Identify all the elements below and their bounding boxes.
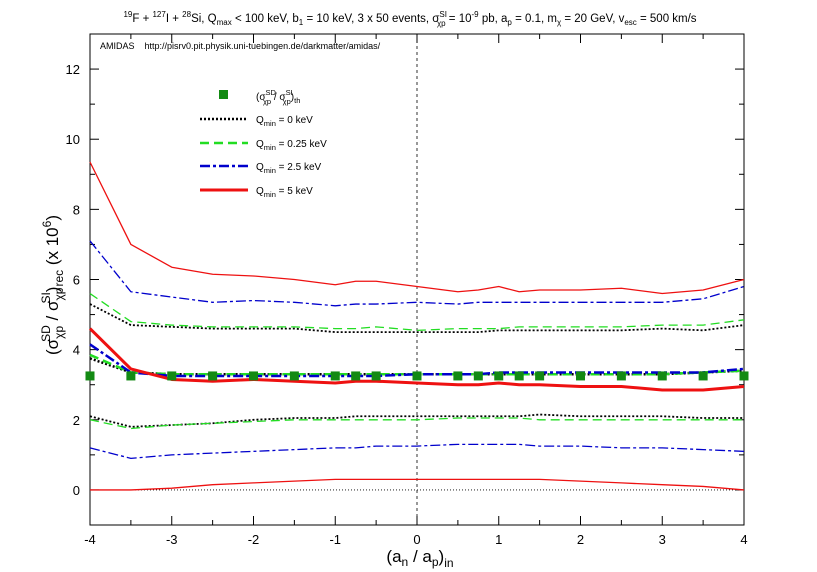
theory-point	[698, 371, 708, 381]
theory-point	[371, 371, 381, 381]
reference-lines	[90, 34, 744, 525]
x-tick-label: -3	[166, 532, 178, 547]
x-tick-label: 2	[577, 532, 584, 547]
x-tick-label: 3	[659, 532, 666, 547]
theory-point	[167, 371, 177, 381]
legend-label-qmin-5: Qmin = 5 keV	[256, 186, 313, 199]
theory-point	[208, 371, 218, 381]
y-tick-label: 0	[73, 483, 80, 498]
series-q25-central	[89, 343, 745, 378]
theory-point	[576, 371, 585, 381]
series-layer	[88, 161, 745, 491]
x-tick-label: -4	[84, 532, 96, 547]
amidas-annotation: AMIDAS http://pisrv0.pit.physik.uni-tueb…	[100, 41, 381, 51]
x-tick-label: -1	[329, 532, 341, 547]
theory-point	[330, 371, 340, 381]
series-q0-upper	[89, 303, 745, 334]
theory-point	[289, 371, 299, 381]
theory-point	[657, 371, 667, 381]
chart-title: 19F + 127I + 28Si, Qmax < 100 keV, b1 = …	[123, 10, 696, 28]
x-tick-label: 1	[495, 532, 502, 547]
theory-point	[351, 371, 361, 381]
x-tick-label: 4	[740, 532, 747, 547]
legend-label-qmin-25: Qmin = 2.5 keV	[256, 162, 322, 175]
theory-point	[494, 371, 504, 381]
y-tick-label: 12	[66, 62, 80, 77]
legend-marker-theory	[219, 90, 228, 99]
legend-label-theory: (σSD χp / σSI χp)th	[256, 88, 300, 106]
legend: (σSD χp / σSI χp)th Qmin = 0 keV Qmin = 0.…	[200, 88, 327, 199]
series-q0-lower	[89, 413, 744, 428]
theory-point	[535, 371, 545, 381]
series-q5-central	[88, 327, 745, 392]
theory-point	[126, 371, 136, 381]
series-q5-lower	[90, 478, 745, 491]
theory-point	[473, 371, 483, 381]
x-tick-label: 0	[413, 532, 420, 547]
y-tick-label: 8	[73, 202, 80, 217]
theory-point	[412, 371, 422, 381]
theory-point	[514, 371, 524, 381]
series-q025-upper	[89, 292, 745, 332]
theory-point	[249, 371, 258, 381]
series-q5-upper	[89, 161, 745, 295]
y-tick-label: 2	[73, 413, 80, 428]
series-q25-lower	[89, 443, 745, 460]
y-tick-label: 4	[73, 343, 80, 358]
series-q025-lower	[89, 417, 744, 430]
x-axis-label: (an / ap)in	[386, 547, 453, 570]
x-tick-label: -2	[248, 532, 260, 547]
y-tick-label: 6	[73, 273, 80, 288]
theory-point	[616, 371, 626, 381]
y-tick-label: 10	[66, 132, 80, 147]
series-q25-upper	[89, 240, 745, 307]
theory-point	[739, 371, 749, 381]
theory-point	[85, 371, 95, 381]
y-axis-label: (σχpSD / σχpSI)rec (x 106)	[39, 215, 66, 355]
theory-point	[453, 371, 463, 381]
theory-points-layer	[85, 371, 749, 381]
legend-label-qmin-0: Qmin = 0 keV	[256, 115, 313, 128]
legend-label-qmin-025: Qmin = 0.25 keV	[256, 139, 327, 152]
